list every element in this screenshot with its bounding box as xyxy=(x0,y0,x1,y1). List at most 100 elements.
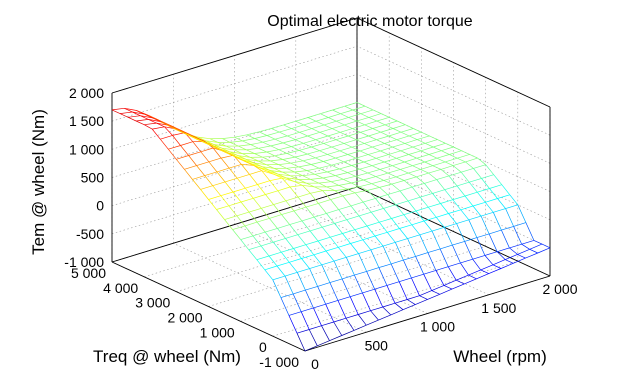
surface-mesh-segment xyxy=(399,228,408,239)
surface-mesh-segment xyxy=(363,179,372,185)
surface-mesh-segment xyxy=(321,321,334,327)
surface-mesh-segment xyxy=(337,300,347,319)
surface-mesh-segment xyxy=(310,164,320,169)
surface-mesh-segment xyxy=(315,135,329,141)
surface-mesh-segment xyxy=(277,186,291,192)
surface-mesh-segment xyxy=(265,190,278,195)
surface-mesh-segment xyxy=(338,205,352,210)
surface-mesh-segment xyxy=(383,208,392,219)
surface-mesh-segment xyxy=(358,215,368,227)
surface-mesh-segment xyxy=(320,109,333,115)
surface-mesh-segment xyxy=(173,127,182,133)
surface-mesh-segment xyxy=(330,178,344,183)
x-tick-label: 500 xyxy=(365,337,389,353)
surface-mesh-segment xyxy=(208,161,218,173)
surface-mesh-segment xyxy=(378,263,392,268)
surface-mesh-segment xyxy=(128,115,141,118)
surface-mesh-segment xyxy=(435,270,445,286)
y-tick-label: 1 000 xyxy=(200,324,235,340)
surface-mesh-segment xyxy=(136,119,149,122)
surface-mesh-segment xyxy=(395,204,405,215)
surface-mesh-segment xyxy=(300,311,310,330)
surface-mesh-segment xyxy=(505,208,514,227)
surface-mesh-segment xyxy=(176,128,186,134)
surface-mesh-segment xyxy=(232,229,241,240)
surface-mesh-segment xyxy=(272,279,282,298)
surface-mesh-segment xyxy=(331,128,341,133)
surface-mesh-segment xyxy=(432,193,441,204)
surface-mesh-segment xyxy=(333,260,343,280)
surface-mesh-segment xyxy=(517,254,526,259)
surface-mesh-segment xyxy=(331,146,340,152)
surface-mesh-segment xyxy=(391,214,404,219)
surface-mesh-segment xyxy=(439,288,453,295)
surface-mesh-segment xyxy=(517,204,527,223)
surface-mesh-segment xyxy=(132,111,141,117)
surface-mesh-segment xyxy=(368,117,378,122)
surface-mesh-segment xyxy=(476,233,490,238)
surface-mesh-segment xyxy=(344,124,353,129)
surface-mesh-segment xyxy=(148,119,157,124)
surface-mesh-segment xyxy=(473,168,482,179)
surface-mesh-segment xyxy=(427,293,440,300)
surface-mesh-segment xyxy=(322,175,336,179)
surface-mesh-segment xyxy=(376,120,386,126)
surface-mesh-segment xyxy=(372,128,381,133)
surface-mesh-segment xyxy=(384,139,397,144)
surface-mesh-segment xyxy=(200,189,209,200)
surface-mesh-segment xyxy=(387,172,397,178)
surface-mesh-segment xyxy=(468,269,481,276)
surface-mesh-segment xyxy=(403,180,413,188)
surface-mesh-segment xyxy=(291,142,304,147)
surface-mesh-segment xyxy=(257,184,266,195)
surface-mesh-segment xyxy=(395,200,409,206)
surface-mesh-segment xyxy=(485,164,494,175)
surface-mesh-segment xyxy=(461,150,470,155)
surface-mesh-segment xyxy=(258,131,268,136)
surface-mesh-segment xyxy=(492,264,502,269)
surface-mesh-segment xyxy=(269,180,279,192)
surface-mesh-segment xyxy=(344,120,357,126)
surface-mesh-segment xyxy=(240,239,249,250)
surface-mesh-segment xyxy=(347,150,361,155)
surface-mesh-segment xyxy=(423,270,437,275)
surface-mesh-segment xyxy=(335,172,348,176)
surface-mesh-segment xyxy=(258,160,267,166)
surface-mesh-segment xyxy=(427,252,437,271)
surface-mesh-segment xyxy=(168,145,181,150)
surface-mesh-segment xyxy=(302,157,316,162)
surface-mesh-segment xyxy=(172,132,185,136)
surface-mesh-segment xyxy=(339,168,348,173)
surface-mesh-segment xyxy=(330,236,339,248)
surface-mesh-segment xyxy=(238,145,247,151)
surface-mesh-segment xyxy=(476,273,489,280)
surface-mesh-segment xyxy=(376,154,389,159)
surface-mesh-segment xyxy=(221,147,231,153)
surface-mesh-segment xyxy=(273,238,286,243)
surface-mesh-segment xyxy=(318,167,328,173)
surface-mesh-segment xyxy=(323,143,332,148)
surface-mesh-segment xyxy=(289,184,303,188)
surface-mesh-segment xyxy=(302,184,315,188)
surface-mesh-segment xyxy=(394,299,408,304)
surface-mesh-segment xyxy=(431,230,441,250)
surface-mesh-segment xyxy=(216,167,230,173)
surface-mesh-segment xyxy=(322,177,332,183)
surface-mesh-segment xyxy=(484,251,498,256)
surface-mesh-segment xyxy=(302,175,311,180)
surface-mesh-segment xyxy=(246,134,255,139)
surface-mesh-segment xyxy=(359,183,372,188)
surface-mesh-segment xyxy=(501,229,510,249)
surface-mesh-segment xyxy=(367,169,381,174)
surface-mesh-segment xyxy=(254,153,263,158)
surface-mesh-segment xyxy=(380,150,389,155)
surface-mesh-segment xyxy=(407,299,416,305)
surface-mesh-segment xyxy=(388,135,397,141)
surface-mesh-segment xyxy=(295,135,308,140)
surface-mesh-segment xyxy=(152,117,161,122)
x-tick-label: 0 xyxy=(311,356,319,372)
surface-mesh-segment xyxy=(301,258,310,269)
surface-mesh-segment xyxy=(398,281,408,300)
surface-mesh-segment xyxy=(341,330,355,336)
surface-mesh-segment xyxy=(371,208,384,213)
